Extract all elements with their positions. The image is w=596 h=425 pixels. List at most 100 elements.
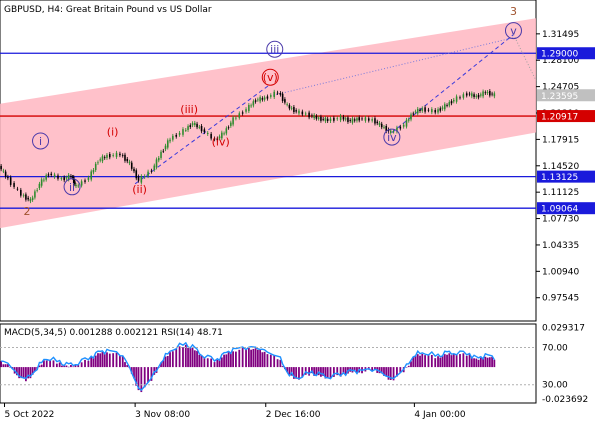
candle bbox=[27, 197, 29, 200]
candle bbox=[115, 152, 118, 157]
macd-bar bbox=[427, 355, 430, 368]
candle bbox=[493, 93, 496, 97]
macd-bar bbox=[488, 357, 491, 368]
macd-bar bbox=[108, 353, 111, 368]
macd-bar bbox=[94, 355, 97, 368]
candle bbox=[333, 117, 335, 121]
macd-bar bbox=[210, 358, 213, 368]
candle bbox=[317, 117, 320, 119]
candle bbox=[329, 118, 332, 122]
macd-bar bbox=[87, 360, 90, 368]
candle bbox=[182, 129, 184, 135]
macd-bar bbox=[336, 367, 339, 376]
price-tick-label: 1.24705 bbox=[542, 83, 579, 93]
macd-bar bbox=[90, 357, 93, 368]
macd-bar bbox=[4, 364, 7, 368]
candle bbox=[459, 97, 461, 99]
candle bbox=[308, 112, 310, 118]
macd-bar bbox=[235, 351, 237, 368]
macd-bar bbox=[353, 367, 356, 372]
candle bbox=[322, 118, 324, 120]
candle bbox=[339, 115, 342, 121]
macd-bar bbox=[419, 355, 421, 368]
macd-bar bbox=[72, 366, 75, 368]
macd-bar bbox=[241, 348, 244, 368]
wave-circle bbox=[266, 40, 284, 58]
macd-bar bbox=[38, 365, 41, 368]
candle bbox=[84, 180, 86, 182]
macd-bar bbox=[77, 364, 80, 368]
macd-bar bbox=[396, 367, 398, 377]
candle bbox=[153, 165, 156, 170]
macd-bar bbox=[342, 367, 345, 374]
candle bbox=[441, 107, 444, 109]
macd-bar bbox=[99, 353, 102, 368]
macd-bar bbox=[387, 367, 390, 380]
candle bbox=[259, 97, 261, 102]
macd-bar bbox=[225, 354, 228, 368]
candle bbox=[0, 165, 2, 170]
candle bbox=[20, 189, 22, 196]
candle bbox=[298, 110, 300, 114]
candle bbox=[468, 93, 471, 95]
macd-bar bbox=[216, 359, 219, 368]
macd-bar bbox=[455, 354, 458, 368]
candle bbox=[137, 176, 140, 181]
macd-bar bbox=[473, 358, 475, 368]
channel-band bbox=[0, 18, 536, 229]
macd-bar bbox=[15, 367, 18, 376]
macd-bar bbox=[326, 367, 329, 378]
price-series bbox=[0, 89, 496, 204]
macd-bar bbox=[304, 367, 307, 375]
candle bbox=[450, 101, 453, 104]
macd-bar bbox=[213, 362, 216, 368]
macd-bar bbox=[140, 367, 143, 393]
macd-bar bbox=[301, 367, 304, 378]
macd-bar bbox=[450, 355, 453, 368]
candle bbox=[392, 131, 395, 133]
time-tick-label: 2 Dec 16:00 bbox=[266, 410, 321, 420]
candle bbox=[293, 106, 295, 113]
candle bbox=[74, 181, 76, 185]
candle bbox=[172, 135, 174, 140]
macd-bar bbox=[112, 353, 115, 368]
macd-bar bbox=[220, 357, 223, 368]
candle bbox=[402, 124, 405, 127]
candle bbox=[286, 104, 288, 106]
macd-bar bbox=[97, 353, 99, 368]
macd-bar bbox=[0, 361, 3, 368]
macd-bar bbox=[193, 350, 196, 368]
macd-bar bbox=[115, 352, 118, 368]
candle bbox=[250, 105, 252, 107]
macd-bar bbox=[133, 367, 135, 379]
wave-label: (iv) bbox=[212, 136, 230, 149]
candle bbox=[326, 118, 329, 122]
macd-bar bbox=[147, 367, 149, 383]
macd-bar bbox=[137, 367, 140, 391]
candle bbox=[471, 93, 473, 97]
macd-bar bbox=[200, 355, 203, 368]
macd-bar bbox=[67, 366, 70, 368]
macd-bar bbox=[169, 352, 171, 368]
level-label: 1.29000 bbox=[541, 50, 578, 60]
candle bbox=[130, 162, 133, 169]
macd-bar bbox=[332, 367, 335, 377]
candle bbox=[383, 126, 385, 128]
macd-bar bbox=[298, 367, 300, 380]
candle bbox=[187, 126, 189, 130]
macd-bar bbox=[9, 367, 12, 368]
price-tick-label: 1.28100 bbox=[542, 56, 579, 66]
candle bbox=[367, 118, 370, 121]
macd-bar bbox=[130, 367, 133, 374]
macd-bar bbox=[313, 367, 316, 376]
macd-bar bbox=[40, 364, 43, 368]
candle bbox=[60, 178, 63, 180]
level-label: 1.09064 bbox=[541, 205, 578, 215]
candle bbox=[349, 120, 352, 121]
level-label-box bbox=[537, 170, 595, 183]
wave-label: (i) bbox=[107, 126, 119, 139]
macd-bar bbox=[24, 367, 27, 382]
macd-bar bbox=[439, 357, 442, 368]
macd-bar bbox=[269, 354, 272, 368]
